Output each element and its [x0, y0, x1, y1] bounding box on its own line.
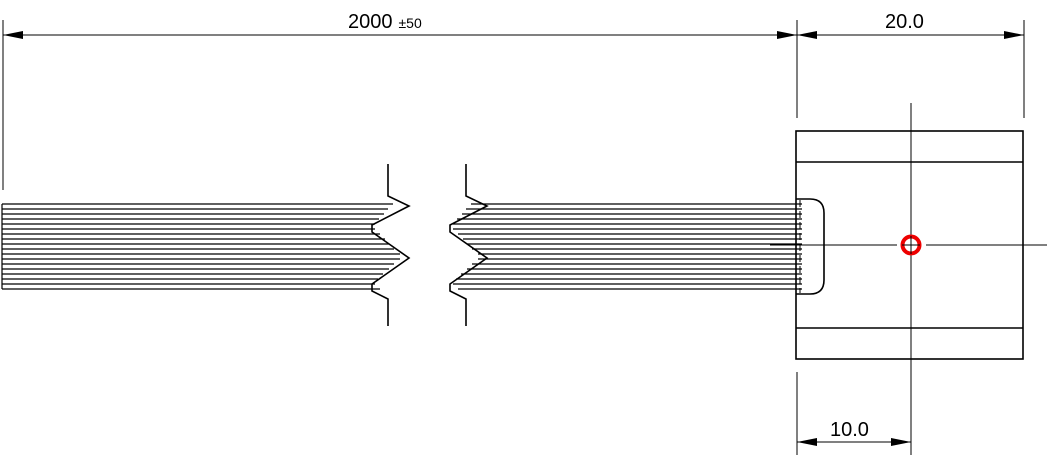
red-circle-crosshair-icon — [900, 234, 922, 256]
dimension-center-offset — [796, 372, 912, 455]
dimension-label-cable-length: 2000 ±50 — [348, 11, 422, 33]
break-line-left — [371, 164, 411, 326]
dimension-connector-width — [797, 20, 1025, 118]
dimension-label-center-offset: 10.0 — [830, 419, 869, 441]
dimension-label-connector-width: 20.0 — [885, 11, 924, 33]
ribbon-cable-right-segment — [453, 203, 802, 290]
arrowhead-right — [1004, 31, 1024, 39]
arrowhead-left — [3, 31, 23, 39]
cable-length-tolerance: ±50 — [399, 15, 422, 31]
dimension-cable-length — [2, 20, 798, 190]
arrowhead-left — [797, 438, 817, 446]
arrowhead-right — [777, 31, 797, 39]
cable-length-value: 2000 — [348, 11, 393, 33]
center-lines — [770, 103, 1047, 385]
arrowhead-left — [797, 31, 817, 39]
cable-ferrule — [796, 198, 825, 295]
ribbon-cable-left-segment — [1, 203, 400, 290]
arrowhead-right — [891, 438, 911, 446]
break-line-right — [449, 164, 489, 326]
